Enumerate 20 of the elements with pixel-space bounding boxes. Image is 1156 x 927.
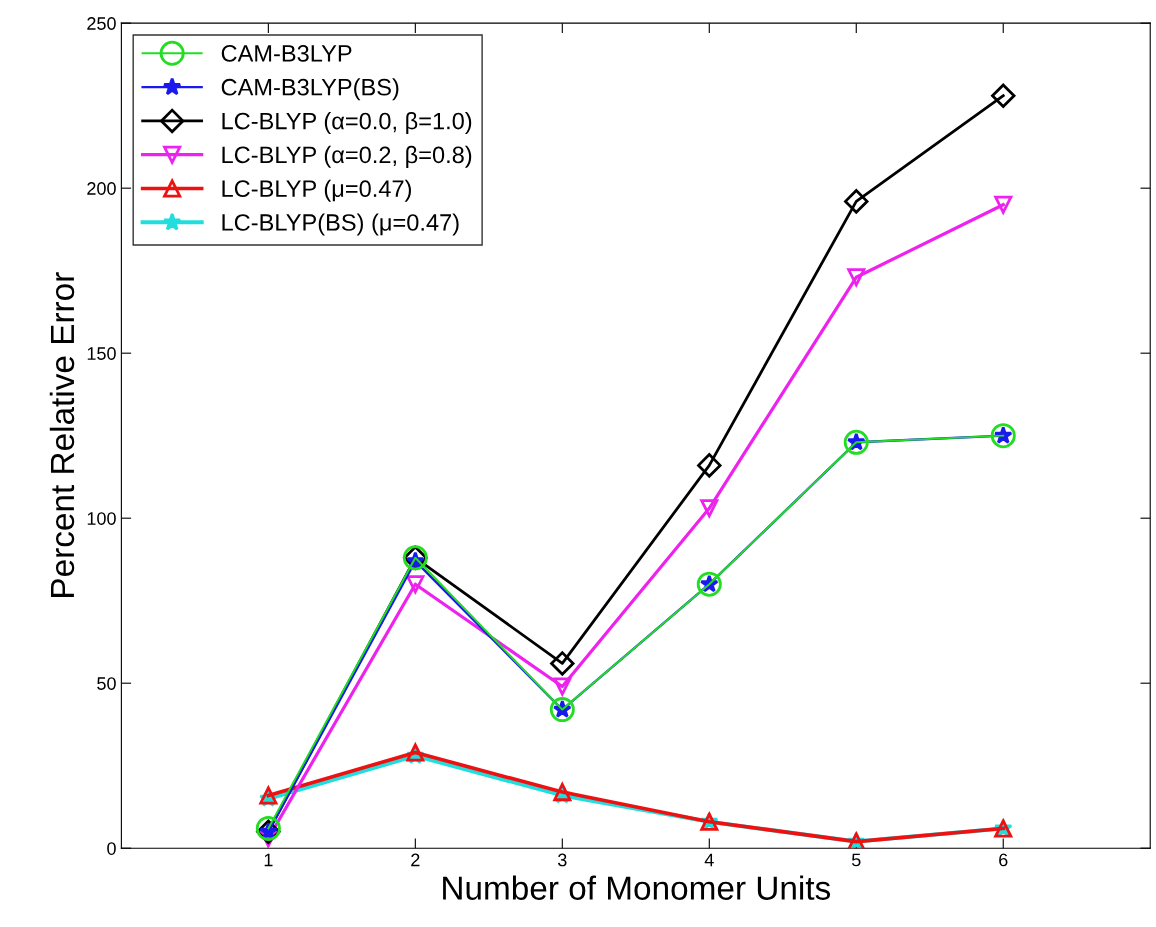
x-axis-title: Number of Monomer Units <box>443 875 831 900</box>
legend-label: CAM-B3LYP(BS) <box>221 78 399 101</box>
y-tick-label: 100 <box>87 512 116 525</box>
x-tick-label: 4 <box>704 853 714 867</box>
legend-label: LC-BLYP(BS) (μ=0.47) <box>222 213 459 236</box>
y-tick-label: 200 <box>87 182 116 195</box>
y-tick-label: 0 <box>107 842 116 855</box>
x-tick-label: 6 <box>999 853 1008 867</box>
legend-label: LC-BLYP (μ=0.47) <box>222 179 411 202</box>
legend-label: CAM-B3LYP <box>221 45 352 62</box>
x-tick-label: 5 <box>851 853 861 867</box>
legend-label: LC-BLYP (α=0.2, β=0.8) <box>222 145 472 168</box>
y-tick-label: 50 <box>97 677 116 690</box>
y-tick-label: 250 <box>87 17 116 30</box>
x-tick-label: 3 <box>557 853 567 867</box>
x-tick-label: 2 <box>411 853 420 867</box>
y-tick-label: 150 <box>87 347 116 360</box>
x-tick-label: 1 <box>264 853 273 867</box>
y-axis-title: Percent Relative Error <box>49 272 75 597</box>
legend-label: LC-BLYP (α=0.0, β=1.0) <box>222 112 472 135</box>
